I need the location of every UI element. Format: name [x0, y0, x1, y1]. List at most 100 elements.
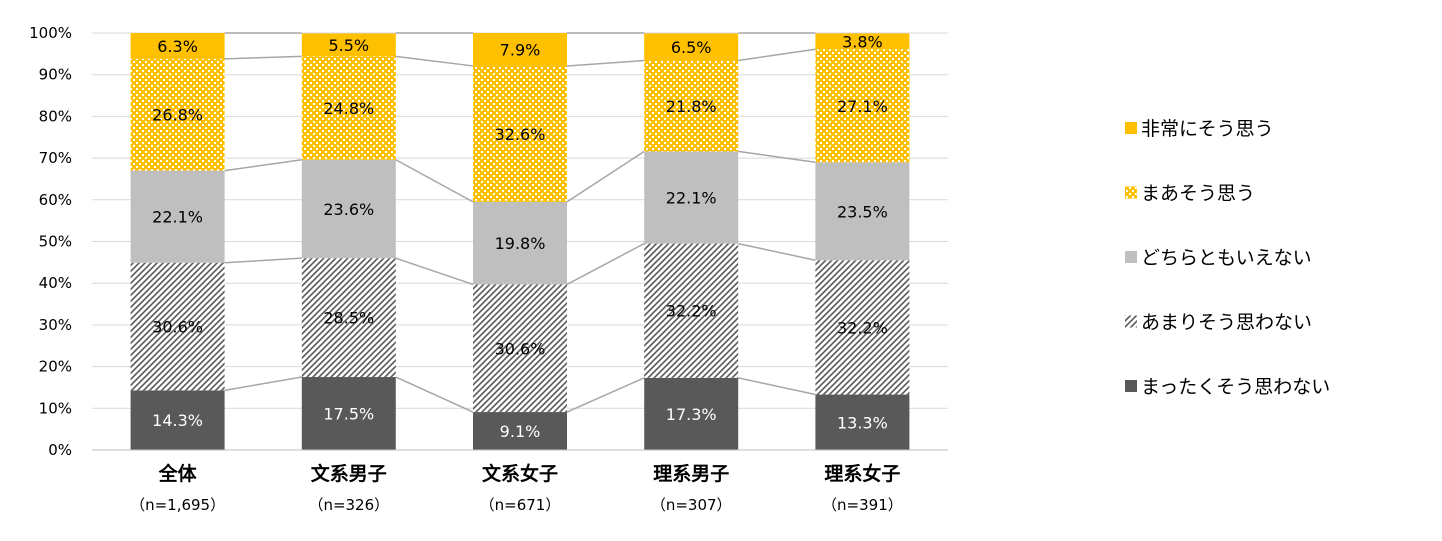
data-label: 19.8%: [495, 234, 546, 253]
y-tick-label: 0%: [48, 441, 72, 459]
legend-label: まったくそう思わない: [1141, 376, 1330, 398]
x-category-n-label: （n=391）: [822, 496, 903, 514]
bar-segment: [815, 162, 910, 261]
bar-segment: [301, 56, 396, 160]
bar-segment: [473, 412, 567, 450]
data-label: 17.5%: [323, 405, 374, 424]
data-label: 27.1%: [837, 97, 888, 116]
bar-segment: [301, 33, 396, 57]
bar-segment: [644, 243, 739, 378]
connector-line: [395, 257, 474, 286]
x-category-label: 全体: [158, 462, 198, 485]
data-label: 30.6%: [495, 339, 546, 358]
data-label: 3.8%: [842, 32, 883, 51]
y-tick-label: 80%: [39, 107, 72, 125]
bar-segment: [815, 260, 910, 395]
data-label: 21.8%: [666, 97, 717, 116]
x-category-n-label: （n=307）: [651, 496, 732, 514]
data-labels: 14.3% 17.5% 9.1% 17.3% 13.3% 30.6% 28.5% 30.6% 3…: [152, 32, 888, 441]
connector-line: [395, 159, 474, 203]
data-label: 23.6%: [323, 200, 374, 219]
data-label: 7.9%: [500, 40, 541, 59]
x-category-label: 文系女子: [482, 462, 558, 485]
x-category-label: 理系男子: [653, 463, 729, 485]
data-label: 6.3%: [157, 37, 198, 56]
data-label: 13.3%: [837, 413, 888, 432]
data-label: 24.8%: [323, 99, 374, 118]
y-tick-label: 20%: [39, 358, 72, 376]
y-tick-label: 100%: [29, 24, 72, 42]
bar-segment: [815, 49, 910, 163]
data-label: 22.1%: [666, 189, 717, 208]
legend-label: まあそう思う: [1141, 183, 1255, 205]
legend-label: どちらともいえない: [1141, 247, 1312, 269]
data-label: 17.3%: [666, 405, 717, 424]
x-category-n-label: （n=1,695）: [130, 496, 225, 514]
bar-segment: [130, 262, 225, 391]
connector-line: [395, 55, 474, 67]
x-category-n-label: （n=326）: [308, 496, 389, 514]
bar-segment: [815, 394, 910, 450]
data-label: 14.3%: [152, 411, 203, 430]
axes: 0% 10% 20% 30% 40% 50% 60% 70% 80% 90% 100% 全体 （n=1,…: [29, 24, 948, 514]
bar-segment: [644, 33, 739, 61]
y-tick-label: 90%: [39, 66, 72, 84]
bar-segment: [301, 377, 396, 450]
data-label: 30.6%: [152, 318, 203, 337]
connector-line: [224, 55, 302, 60]
y-tick-label: 10%: [39, 399, 72, 417]
bar-segment: [130, 58, 225, 171]
connector-line: [566, 150, 645, 203]
bars: [130, 33, 910, 450]
legend-swatch: [1125, 251, 1137, 263]
connector-line: [224, 257, 302, 264]
y-tick-label: 60%: [39, 191, 72, 209]
data-label: 9.1%: [500, 422, 541, 441]
legend-label: 非常にそう思う: [1141, 118, 1274, 140]
x-category-n-label: （n=671）: [480, 496, 561, 514]
data-label: 26.8%: [152, 106, 203, 125]
y-tick-label: 40%: [39, 274, 72, 292]
connector-line: [738, 377, 816, 396]
legend-label: あまりそう思わない: [1141, 312, 1312, 334]
connector-lines: [224, 32, 816, 413]
data-label: 22.1%: [152, 208, 203, 227]
bar-segment: [473, 284, 567, 413]
legend-swatch: [1125, 186, 1137, 199]
y-tick-label: 50%: [39, 233, 72, 251]
y-tick-label: 30%: [39, 316, 72, 334]
connector-line: [395, 376, 474, 413]
legend-swatch: [1125, 122, 1137, 134]
bar-segment: [473, 65, 567, 202]
connector-line: [738, 48, 816, 62]
data-label: 32.6%: [495, 125, 546, 144]
connector-line: [566, 242, 645, 286]
connector-line: [224, 376, 302, 392]
x-category-label: 文系男子: [311, 462, 387, 485]
connector-line: [738, 150, 816, 164]
legend: 非常にそう思うまあそう思うどちらともいえないあまりそう思わないまったくそう思わな…: [1125, 118, 1330, 398]
data-label: 23.5%: [837, 202, 888, 221]
bar-segment: [301, 159, 396, 259]
data-label: 5.5%: [328, 36, 369, 55]
bar-segment: [473, 201, 567, 285]
legend-swatch: [1125, 315, 1137, 328]
bar-segment: [130, 170, 225, 263]
bar-segment: [815, 33, 910, 50]
connector-line: [224, 159, 302, 172]
connector-line: [566, 59, 645, 67]
y-tick-label: 70%: [39, 149, 72, 167]
bar-segment: [473, 33, 567, 66]
bar-segment: [130, 390, 225, 450]
bar-segment: [644, 377, 739, 450]
bar-segment: [130, 33, 225, 59]
data-label: 32.2%: [837, 318, 888, 337]
data-label: 6.5%: [671, 38, 712, 57]
bar-segment: [644, 60, 739, 152]
bar-segment: [301, 258, 396, 378]
data-label: 32.2%: [666, 302, 717, 321]
data-label: 28.5%: [323, 309, 374, 328]
x-category-label: 理系女子: [824, 462, 900, 485]
bar-segment: [644, 151, 739, 244]
